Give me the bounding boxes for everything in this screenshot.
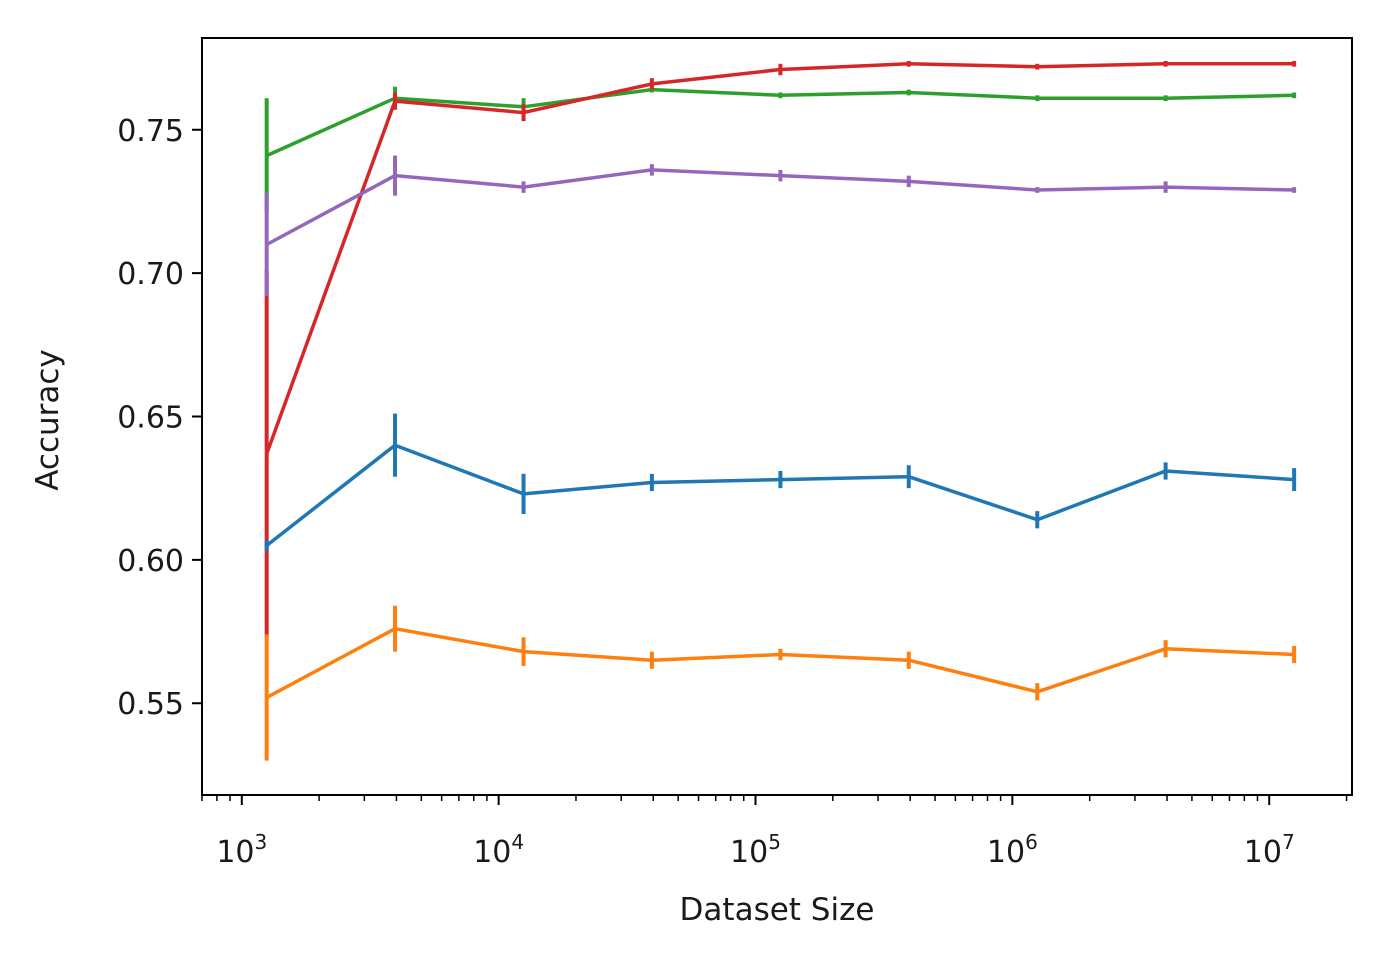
plot-area [202, 38, 1352, 795]
series-orange [264, 605, 1297, 761]
series-purple [264, 155, 1297, 297]
x-axis-label: Dataset Size [680, 892, 875, 928]
x-tick-label: 105 [730, 830, 781, 870]
series-layer [264, 60, 1297, 761]
series-line-orange [265, 626, 1295, 700]
y-axis: 0.55 0.60 0.65 0.70 0.75 [117, 114, 202, 722]
plot-frame [201, 37, 1353, 796]
series-line-red [265, 62, 1295, 455]
y-axis-label: Accuracy [30, 349, 66, 491]
x-tick-label: 106 [987, 830, 1038, 870]
x-tick-label: 103 [216, 830, 267, 870]
series-red [264, 60, 1297, 638]
y-tick-label: 0.55 [117, 687, 184, 722]
y-tick-label: 0.65 [117, 401, 184, 436]
series-line-purple [265, 168, 1295, 247]
x-axis: 103 104 105 106 107 [216, 795, 1295, 870]
y-tick-label: 0.75 [117, 114, 184, 149]
y-tick-label: 0.70 [117, 257, 184, 292]
series-line-green [265, 87, 1295, 158]
series-blue [264, 413, 1297, 552]
y-tick-label: 0.60 [117, 544, 184, 579]
x-tick-label: 104 [473, 830, 524, 870]
x-tick-label: 107 [1244, 830, 1295, 870]
series-line-blue [265, 443, 1295, 547]
